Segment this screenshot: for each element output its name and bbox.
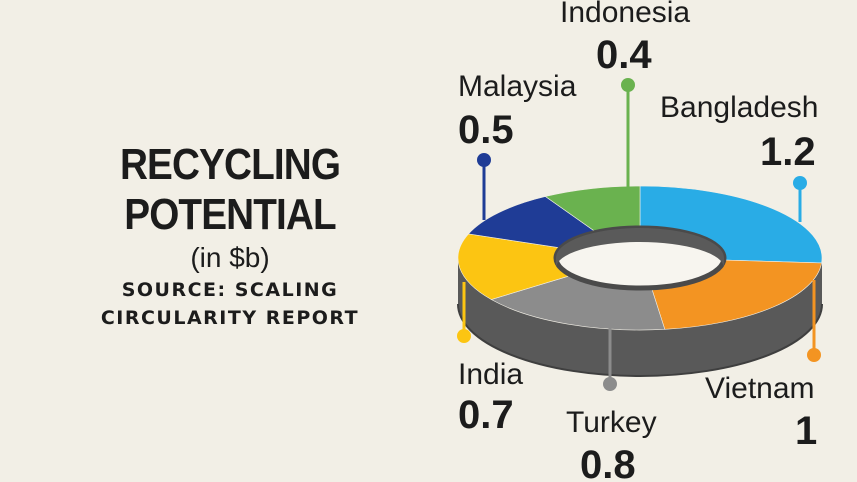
leader-dot-indonesia <box>621 78 635 92</box>
slice-name-malaysia: Malaysia <box>458 70 577 103</box>
slice-name-vietnam: Vietnam <box>705 372 815 405</box>
donut-outer-side <box>458 258 822 376</box>
donut-bottom-edge <box>457 303 823 377</box>
slice-value-vietnam: 1 <box>795 409 817 453</box>
slice-name-indonesia: Indonesia <box>560 0 690 29</box>
leader-dot-malaysia <box>477 153 491 167</box>
slice-value-indonesia: 0.4 <box>596 33 652 77</box>
slice-value-india: 0.7 <box>458 393 514 437</box>
donut-top <box>457 185 823 331</box>
slice-name-turkey: Turkey <box>566 406 657 439</box>
chart-title-line-2: POTENTIAL <box>124 190 336 239</box>
donut-side <box>457 258 823 377</box>
chart-subtitle: (in $b) <box>190 242 270 273</box>
source-line-1: SOURCE: SCALING <box>121 279 339 301</box>
source-line-2: CIRCULARITY REPORT <box>100 307 360 329</box>
leader-lines <box>457 78 821 391</box>
leader-dot-turkey <box>603 377 617 391</box>
slice-value-malaysia: 0.5 <box>458 108 514 152</box>
title-block: RECYCLING POTENTIAL (in $b) SOURCE: SCAL… <box>40 140 420 332</box>
leader-dot-vietnam <box>807 348 821 362</box>
donut-inner-wall <box>556 228 724 268</box>
slice-value-turkey: 0.8 <box>580 443 636 482</box>
slice-name-india: India <box>458 358 523 391</box>
leader-dot-india <box>457 329 471 343</box>
slice-value-bangladesh: 1.2 <box>760 130 816 174</box>
leader-dot-bangladesh <box>793 176 807 190</box>
chart-title-line-1: RECYCLING <box>119 140 341 189</box>
slice-name-bangladesh: Bangladesh <box>660 91 818 124</box>
